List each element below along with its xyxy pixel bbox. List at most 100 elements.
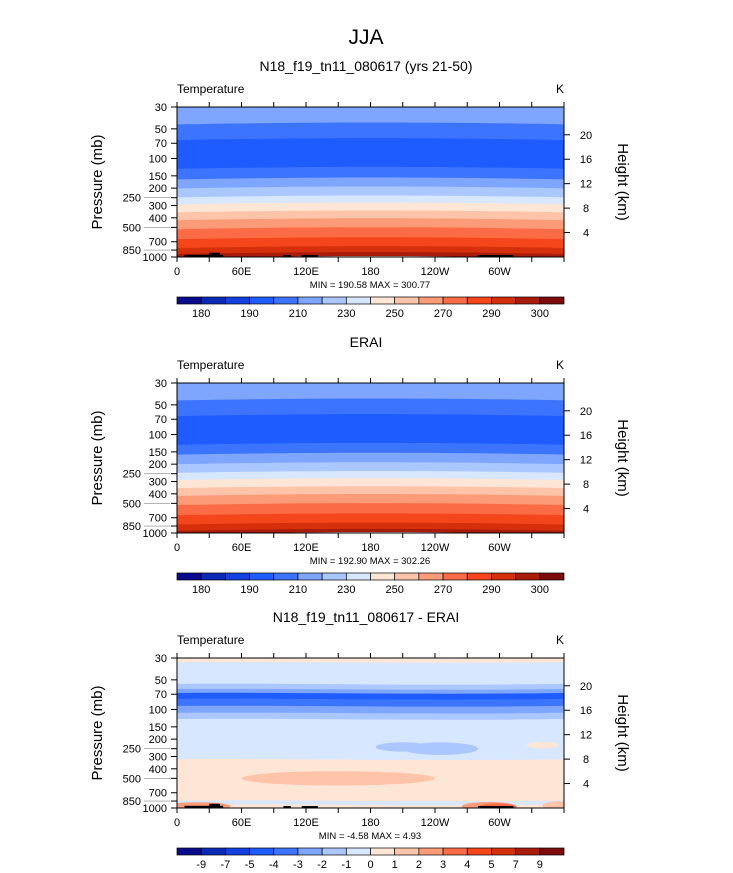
height-tick-label: 8 (583, 754, 589, 766)
height-tick-label: 16 (580, 430, 592, 442)
colorbar-label: 210 (289, 308, 307, 320)
colorbar-box (515, 572, 541, 581)
contour-band (177, 383, 564, 402)
colorbar-box (370, 847, 396, 856)
colorbar-box (418, 296, 444, 305)
contour-band (177, 210, 564, 222)
pressure-tick-label: 250 (123, 744, 141, 756)
colorbar-label: 210 (289, 584, 307, 596)
pressure-tick-label: 50 (155, 675, 167, 687)
colorbar-box (176, 847, 202, 856)
colorbar-label: -2 (317, 859, 327, 871)
pressure-tick-label: 150 (149, 171, 167, 183)
height-tick-label: 20 (580, 406, 592, 418)
lon-tick-label: 120E (293, 542, 319, 554)
colorbar-box (176, 296, 202, 305)
colorbar-label: 180 (192, 584, 210, 596)
topography-mask (184, 805, 224, 808)
contour-band (177, 478, 564, 490)
contour-feature (542, 801, 564, 808)
colorbar-box (370, 572, 396, 581)
colorbar-label: 270 (434, 584, 452, 596)
contour-band (177, 705, 564, 715)
pressure-tick-label: 400 (149, 489, 167, 501)
colorbar-box (370, 296, 396, 305)
contour-band (177, 202, 564, 214)
field-label: Temperature (177, 358, 245, 372)
pressure-tick-label: 200 (149, 734, 167, 746)
pressure-tick-label: 850 (123, 796, 141, 808)
colorbar-box (418, 847, 444, 856)
field-label: Temperature (177, 82, 245, 96)
colorbar-box (249, 572, 275, 581)
lon-tick-label: 180 (361, 266, 379, 278)
contour-band (177, 486, 564, 497)
pressure-tick-label: 400 (149, 764, 167, 776)
pressure-tick-label: 70 (155, 138, 167, 150)
pressure-tick-label: 100 (149, 430, 167, 442)
height-tick-label: 4 (583, 779, 589, 791)
lon-tick-label: 120W (421, 817, 450, 829)
plot-area (177, 383, 564, 533)
colorbar-box (321, 847, 347, 856)
pressure-tick-label: 850 (123, 521, 141, 533)
pressure-tick-label: 150 (149, 722, 167, 734)
pressure-tick-label: 100 (149, 154, 167, 166)
topography-mask (478, 806, 514, 808)
min-max-text: MIN = 190.58 MAX = 300.77 (310, 280, 430, 291)
plot-area (177, 658, 564, 808)
colorbar-box (394, 296, 420, 305)
colorbar-box (539, 572, 565, 581)
height-tick-label: 12 (580, 730, 592, 742)
colorbar-label: -3 (293, 859, 303, 871)
colorbar-label: 4 (464, 859, 470, 871)
pressure-tick-label: 70 (155, 414, 167, 426)
lon-tick-label: 60W (488, 266, 511, 278)
height-tick-label: 12 (580, 179, 592, 191)
contour-band (177, 186, 564, 199)
lon-tick-label: 60E (232, 542, 252, 554)
topography-mask (209, 252, 220, 257)
colorbar-box (394, 572, 420, 581)
colorbar-box (345, 572, 371, 581)
colorbar-box (394, 847, 420, 856)
pressure-tick-label: 1000 (143, 803, 167, 815)
contour-feature (526, 741, 559, 749)
min-max-text: MIN = 192.90 MAX = 302.26 (310, 556, 430, 567)
colorbar-label: -7 (220, 859, 230, 871)
units-label: K (556, 633, 564, 647)
contour-feature (241, 771, 435, 786)
pressure-tick-label: 30 (155, 102, 167, 114)
height-tick-label: 8 (583, 203, 589, 215)
contour-band (177, 503, 564, 517)
topography-mask (283, 806, 291, 808)
colorbar-label: 2 (416, 859, 422, 871)
panel-title: N18_f19_tn11_080617 - ERAI (273, 609, 460, 625)
pressure-tick-label: 250 (123, 469, 141, 481)
height-tick-label: 12 (580, 455, 592, 467)
colorbar-label: 190 (240, 584, 258, 596)
contour-feature (402, 742, 478, 755)
contour-band (177, 683, 564, 691)
colorbar-box (345, 847, 371, 856)
height-tick-label: 16 (580, 705, 592, 717)
y-axis-label: Pressure (mb) (89, 410, 106, 505)
topography-mask (283, 255, 291, 257)
pressure-tick-label: 500 (123, 773, 141, 785)
pressure-tick-label: 400 (149, 213, 167, 225)
lon-tick-label: 0 (174, 817, 180, 829)
contour-band (177, 513, 564, 526)
contour-band (177, 470, 564, 482)
colorbar-box (418, 572, 444, 581)
colorbar-box (466, 572, 492, 581)
height-tick-label: 4 (583, 228, 589, 240)
colorbar-box (345, 296, 371, 305)
colorbar-box (249, 296, 275, 305)
pressure-tick-label: 100 (149, 705, 167, 717)
units-label: K (556, 82, 564, 96)
colorbar-label: 250 (386, 308, 404, 320)
panel-title: N18_f19_tn11_080617 (yrs 21-50) (259, 58, 472, 74)
colorbar-box (176, 572, 202, 581)
colorbar-label: 290 (482, 584, 500, 596)
